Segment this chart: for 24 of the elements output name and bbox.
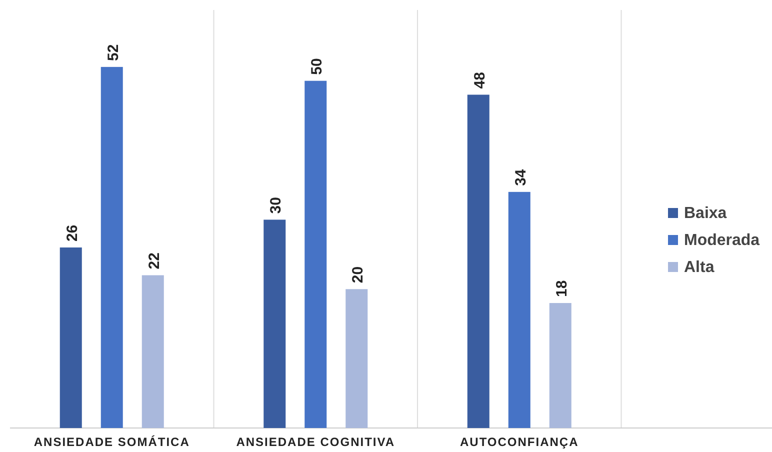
bar	[60, 247, 82, 428]
data-label: 30	[268, 197, 285, 214]
data-label: 34	[512, 168, 530, 186]
data-label: 52	[104, 44, 122, 61]
data-label: 48	[471, 72, 488, 89]
data-label: 20	[350, 266, 367, 284]
legend-label: Alta	[684, 259, 714, 276]
bar	[100, 66, 123, 428]
bar	[508, 192, 530, 428]
bar	[142, 275, 164, 428]
x-tick-label: ANSIEDADE SOMÁTICA	[34, 435, 190, 449]
data-label: 26	[64, 224, 81, 242]
data-label: 50	[308, 58, 326, 75]
bar	[467, 94, 490, 428]
legend-label: Baixa	[684, 205, 727, 222]
bar	[549, 303, 572, 428]
x-tick-label: AUTOCONFIANÇA	[460, 435, 579, 449]
bar	[346, 289, 368, 428]
data-label: 18	[553, 280, 570, 298]
data-label: 22	[146, 252, 163, 270]
x-tick-label: ANSIEDADE COGNITIVA	[236, 435, 396, 449]
legend-label: Moderada	[684, 232, 760, 249]
bar	[264, 220, 286, 428]
bar	[304, 80, 327, 428]
